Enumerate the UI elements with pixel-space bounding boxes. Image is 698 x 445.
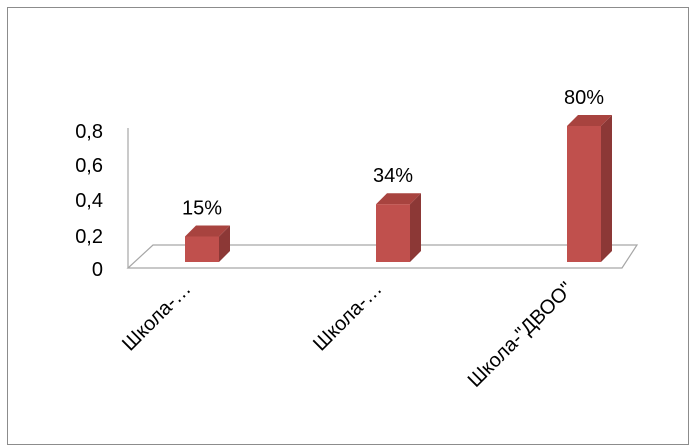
chart-floor bbox=[126, 244, 639, 269]
bar bbox=[567, 115, 612, 262]
data-label: 80% bbox=[564, 87, 604, 109]
bar-top bbox=[567, 115, 612, 126]
bar bbox=[185, 225, 230, 262]
y-tick-label: 0,8 bbox=[75, 121, 103, 143]
bar-front bbox=[567, 126, 601, 262]
bar-side bbox=[219, 225, 230, 262]
bar-front bbox=[376, 204, 410, 262]
bar-side bbox=[410, 193, 421, 262]
y-tick-label: 0,2 bbox=[75, 226, 103, 248]
x-tick-label: Школа-… bbox=[309, 278, 386, 355]
bar-top bbox=[376, 193, 421, 205]
data-label: 34% bbox=[373, 165, 413, 187]
data-label: 15% bbox=[182, 198, 222, 220]
y-tick-label: 0 bbox=[92, 259, 103, 281]
x-tick-label: Школа-"ДВОО" bbox=[464, 278, 578, 392]
y-tick-label: 0,6 bbox=[75, 155, 103, 177]
bar-front bbox=[185, 236, 219, 262]
bar-side bbox=[601, 115, 612, 262]
y-tick-label: 0,4 bbox=[75, 190, 103, 212]
x-tick-label: Школа-… bbox=[118, 278, 195, 355]
bar bbox=[376, 193, 421, 262]
bar-top bbox=[185, 225, 230, 237]
